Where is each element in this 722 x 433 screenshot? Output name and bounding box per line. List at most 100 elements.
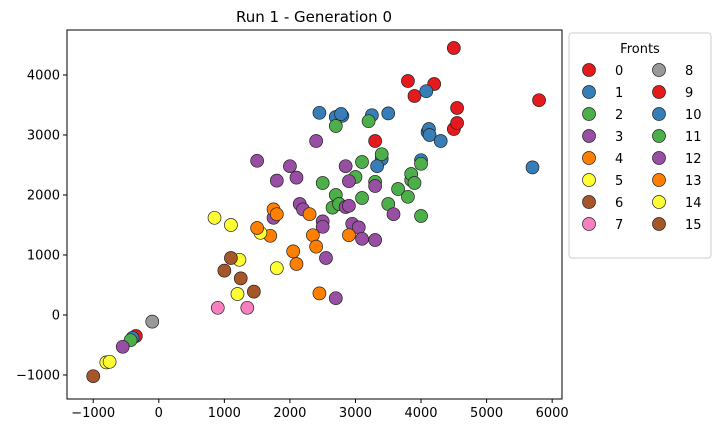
x-tick-label: 3000	[339, 406, 372, 421]
y-tick-label: 4000	[27, 69, 60, 84]
point-front-3	[115, 339, 130, 354]
point-front-5	[207, 210, 222, 225]
point-front-0	[446, 41, 461, 55]
point-front-3	[269, 173, 284, 188]
legend-marker-front-6	[582, 195, 596, 209]
point-front-2	[414, 156, 428, 171]
points-layer	[86, 41, 546, 384]
point-front-7	[210, 300, 225, 315]
point-front-3	[315, 219, 330, 234]
point-front-0	[401, 74, 415, 88]
point-front-6	[217, 263, 232, 278]
legend-marker-front-4	[582, 151, 596, 165]
plot-area-frame	[66, 29, 563, 400]
legend-label-front-6: 6	[615, 196, 623, 211]
chart-title: Run 1 - Generation 0	[236, 8, 392, 26]
legend-marker-front-2	[582, 107, 596, 121]
legend-label-front-11: 11	[685, 130, 702, 145]
point-front-8	[145, 314, 160, 329]
y-tick-label: 1000	[27, 249, 60, 264]
point-front-2	[355, 155, 369, 169]
point-front-4	[306, 228, 320, 243]
point-front-4	[269, 207, 284, 222]
point-front-3	[283, 159, 297, 174]
point-front-3	[309, 134, 323, 148]
point-front-4	[342, 228, 356, 243]
legend-frame	[568, 32, 712, 259]
y-tick-label: 3000	[27, 129, 60, 144]
legend-marker-front-14	[652, 195, 666, 209]
point-front-3	[319, 251, 333, 265]
x-tick-label: −1000	[71, 406, 115, 421]
point-front-2	[407, 176, 422, 190]
point-front-6	[233, 271, 248, 286]
legend-marker-front-11	[652, 129, 666, 143]
x-tick-label: 6000	[536, 406, 569, 421]
y-axis: −1000 0 1000 2000 3000 4000	[16, 69, 67, 384]
y-tick-label: −1000	[16, 369, 60, 384]
point-front-2	[374, 147, 389, 162]
point-front-5	[224, 218, 238, 232]
x-tick-label: 4000	[404, 406, 437, 421]
legend-marker-front-8	[652, 63, 666, 77]
legend-label-front-10: 10	[685, 108, 702, 123]
x-axis: −1000 0 1000 2000 3000 4000 5000 6000	[71, 399, 569, 421]
legend-label-front-1: 1	[615, 86, 623, 101]
legend-label-front-13: 13	[685, 174, 702, 189]
point-front-3	[328, 291, 343, 306]
legend-marker-front-1	[582, 85, 596, 99]
point-front-4	[309, 239, 323, 254]
legend-label-front-5: 5	[615, 174, 623, 189]
legend-marker-front-13	[652, 173, 666, 187]
point-front-3	[338, 159, 353, 174]
point-front-5	[269, 261, 284, 276]
legend-marker-front-5	[582, 173, 596, 187]
point-front-3	[386, 207, 401, 222]
point-front-1	[370, 159, 384, 174]
x-tick-label: 1000	[208, 406, 241, 421]
point-front-14	[102, 354, 117, 369]
legend-marker-front-15	[652, 217, 666, 231]
point-front-1	[334, 107, 348, 121]
legend-label-front-4: 4	[615, 152, 623, 167]
legend-label-front-3: 3	[615, 130, 623, 145]
point-front-2	[315, 176, 330, 190]
point-front-3	[250, 153, 264, 168]
point-front-4	[312, 286, 327, 301]
point-front-2	[328, 119, 343, 133]
legend-marker-front-12	[652, 151, 666, 165]
point-front-1	[525, 160, 540, 175]
point-front-7	[240, 300, 255, 315]
legend-marker-front-7	[582, 217, 596, 231]
legend-label-front-7: 7	[615, 218, 623, 233]
legend-label-front-8: 8	[685, 64, 693, 79]
point-front-1	[312, 105, 327, 120]
legend-label-front-0: 0	[615, 64, 623, 79]
legend-title: Fronts	[620, 42, 660, 57]
point-front-13	[250, 221, 264, 235]
point-front-5	[230, 287, 245, 301]
point-front-2	[355, 191, 369, 205]
legend-label-front-14: 14	[685, 196, 702, 211]
point-front-1	[433, 134, 448, 148]
x-tick-label: 5000	[470, 406, 503, 421]
legend-label-front-12: 12	[685, 152, 702, 167]
point-front-6	[224, 251, 238, 265]
point-front-6	[247, 284, 261, 299]
legend-label-front-9: 9	[685, 86, 693, 101]
point-front-0	[532, 93, 546, 108]
point-front-0	[450, 116, 464, 130]
point-front-3	[368, 233, 382, 247]
point-front-2	[414, 209, 428, 223]
point-front-4	[286, 244, 301, 259]
point-front-3	[368, 179, 382, 193]
legend-label-front-2: 2	[615, 108, 623, 123]
y-tick-label: 0	[52, 309, 60, 324]
point-front-4	[302, 207, 317, 222]
point-front-0	[368, 134, 382, 148]
legend-marker-front-9	[652, 85, 666, 99]
x-tick-label: 0	[155, 406, 163, 421]
point-front-1	[381, 106, 396, 121]
